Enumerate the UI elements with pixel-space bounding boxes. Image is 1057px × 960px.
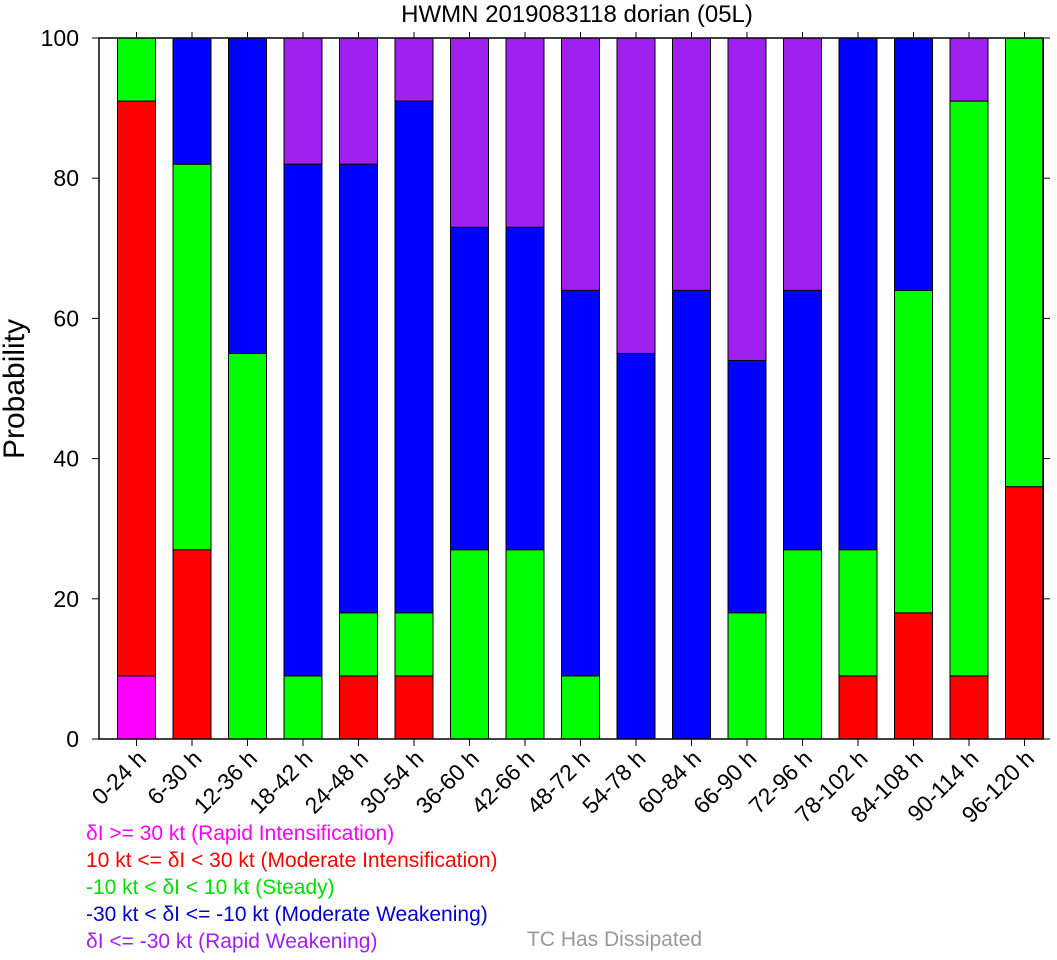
bar-segment-rw-7 <box>505 37 545 228</box>
bar-segment-st-1 <box>172 163 212 551</box>
bar-segment-st-13 <box>838 549 878 677</box>
bar-segment-st-11 <box>727 612 767 740</box>
legend-rapid-intensification: δI >= 30 kt (Rapid Intensification) <box>86 822 395 845</box>
bar-segment-st-3 <box>283 675 323 740</box>
bar-segment-mw-2 <box>228 37 267 354</box>
bar-segment-mi-5 <box>394 675 434 740</box>
bar-segment-rw-15 <box>949 37 989 102</box>
chart-title: HWMN 2019083118 dorian (05L) <box>401 1 753 28</box>
bar-segment-mw-1 <box>172 37 212 165</box>
bar-segment-rw-5 <box>394 37 434 102</box>
legend: δI >= 30 kt (Rapid Intensification) 10 k… <box>86 820 498 955</box>
bar-segment-mw-10 <box>672 289 711 740</box>
y-tick-label-1: 20 <box>53 586 79 612</box>
bar-segment-rw-8 <box>561 37 600 291</box>
bar-segment-mw-9 <box>616 352 656 740</box>
bar-segment-mi-14 <box>894 612 933 740</box>
bar-segment-rw-9 <box>616 37 656 354</box>
legend-dissipated: TC Has Dissipated <box>527 928 703 951</box>
bar-segment-mw-12 <box>783 289 822 551</box>
bar-segment-mi-1 <box>172 549 212 740</box>
legend-steady: -10 kt < δI < 10 kt (Steady) <box>86 876 335 899</box>
bar-segment-st-5 <box>394 612 434 677</box>
bar-segment-mi-0 <box>117 100 156 677</box>
bar-segment-mw-4 <box>339 163 378 614</box>
bar-segment-mw-3 <box>283 163 323 677</box>
bar-segment-rw-3 <box>283 37 323 165</box>
bar-segment-mi-13 <box>838 675 878 740</box>
bar-segment-ri-0 <box>117 675 156 740</box>
y-tick-label-3: 60 <box>53 305 79 331</box>
x-tick-label-0: 0-24 h <box>87 745 152 810</box>
legend-moderate-intensification: 10 kt <= δI < 30 kt (Moderate Intensific… <box>86 849 498 872</box>
bar-segment-rw-11 <box>727 37 767 361</box>
legend-rapid-weakening: δI <= -30 kt (Rapid Weakening) <box>86 930 378 953</box>
bar-segment-rw-4 <box>339 37 378 165</box>
bars-group <box>117 37 1044 740</box>
bar-segment-st-2 <box>228 352 267 740</box>
bar-segment-st-0 <box>117 37 156 102</box>
bar-segment-rw-10 <box>672 37 711 291</box>
bar-segment-mw-6 <box>450 226 489 551</box>
bar-segment-mi-4 <box>339 675 378 740</box>
bar-segment-st-4 <box>339 612 378 677</box>
y-tick-label-4: 80 <box>53 165 79 191</box>
bar-segment-st-14 <box>894 289 933 614</box>
bar-segment-rw-12 <box>783 37 822 291</box>
bar-segment-st-16 <box>1005 37 1044 488</box>
bar-segment-mi-16 <box>1005 486 1044 740</box>
y-tick-label-5: 100 <box>41 25 79 51</box>
bar-segment-st-6 <box>450 549 489 740</box>
bar-segment-mi-15 <box>949 675 989 740</box>
y-tick-label-2: 40 <box>53 446 79 472</box>
plot-frame <box>98 37 1044 740</box>
y-axis-label: Probability <box>0 319 31 459</box>
bar-segment-mw-14 <box>894 37 933 291</box>
bar-segment-st-15 <box>949 100 989 677</box>
bar-segment-mw-5 <box>394 100 434 614</box>
bar-segment-mw-8 <box>561 289 600 677</box>
bar-segment-mw-13 <box>838 37 878 551</box>
bar-segment-st-12 <box>783 549 822 740</box>
bar-segment-mw-11 <box>727 359 767 614</box>
legend-moderate-weakening: -30 kt < δI <= -10 kt (Moderate Weakenin… <box>86 903 488 926</box>
bar-segment-mw-7 <box>505 226 545 551</box>
bar-segment-rw-6 <box>450 37 489 228</box>
y-tick-label-0: 0 <box>66 726 79 752</box>
bar-segment-st-7 <box>505 549 545 740</box>
bar-segment-st-8 <box>561 675 600 740</box>
